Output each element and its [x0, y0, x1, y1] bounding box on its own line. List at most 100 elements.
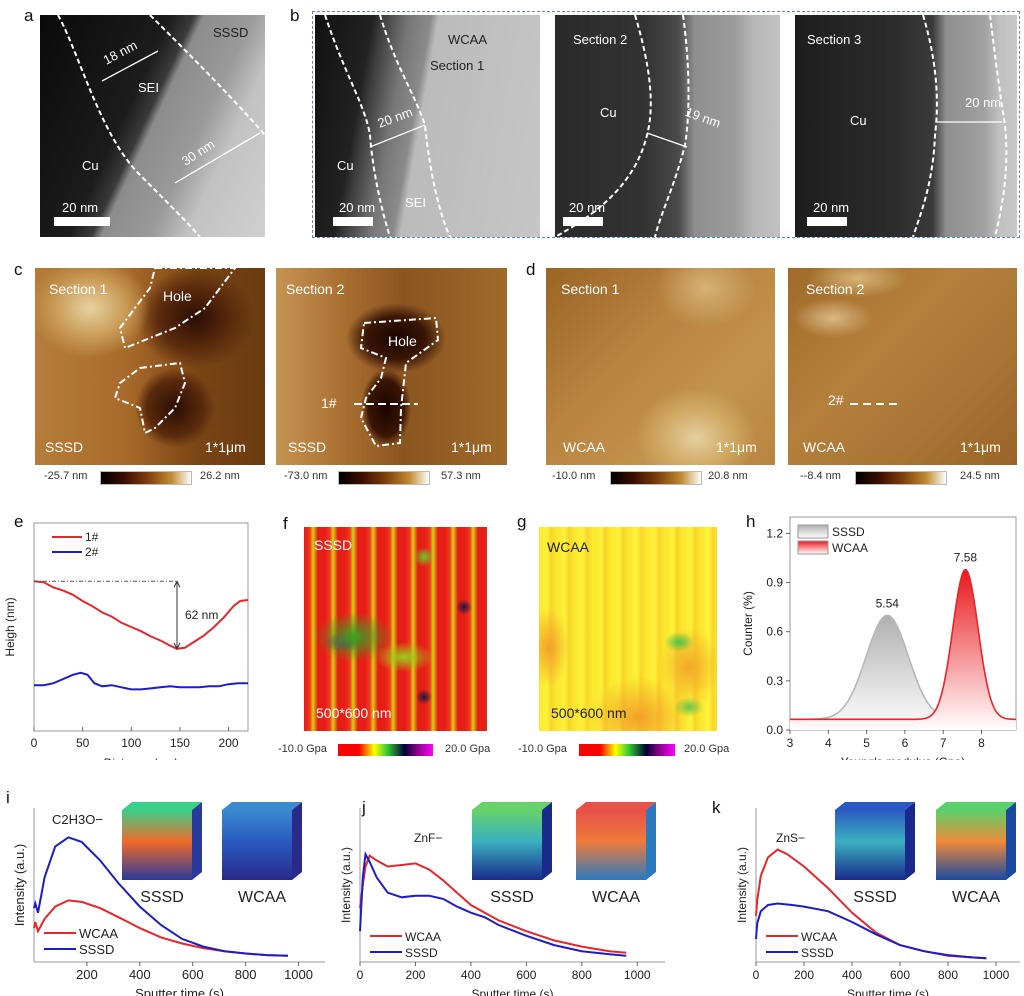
- x-tick-label: 200: [76, 967, 98, 982]
- x-tick-label: 800: [572, 968, 592, 982]
- y-tick-label: 0.3: [766, 674, 783, 688]
- x-tick-label: 800: [938, 968, 958, 982]
- x-axis-label: Sputter time (s): [847, 987, 929, 996]
- colorbar: [338, 744, 433, 756]
- scale-bar: [333, 217, 373, 226]
- legend-swatch: [797, 540, 829, 555]
- afm-map-sssd-section-2: Section 2 Hole 1# SSSD 1*1μm: [276, 268, 507, 465]
- legend-label: WCAA: [405, 930, 441, 944]
- y-axis-label: Intensity (a.u.): [735, 847, 749, 923]
- inset-label: WCAA: [592, 889, 640, 906]
- x-tick-label: 200: [794, 968, 814, 982]
- cu-label: Cu: [337, 158, 354, 173]
- cube-top: [835, 802, 915, 810]
- panel-label-e: e: [14, 512, 24, 531]
- panel-label-g: g: [517, 512, 527, 531]
- y-tick-label: 1.2: [766, 526, 783, 540]
- x-tick-label: 600: [182, 967, 204, 982]
- colorbar-max: 57.3 nm: [441, 470, 481, 482]
- colorbar-max: 20.8 nm: [708, 470, 748, 482]
- scale-bar-label: 20 nm: [339, 200, 376, 215]
- sample-label: SSSD: [314, 537, 353, 553]
- panel-label-d: d: [526, 260, 536, 279]
- y-axis-label: Heigh (nm): [3, 597, 17, 656]
- scale-bar: [563, 217, 603, 226]
- chart-h: 0.0 0.3 0.6 0.9 1.2 3 4 5 6 7 8 Young's modulus (Gp…: [741, 516, 1017, 760]
- legend-label: 1#: [85, 530, 99, 544]
- series-line-WCAA: [790, 568, 1016, 721]
- chart-k: 0 200 400 600 800 1000 Sputter time (s) Intensi…: [735, 802, 1020, 996]
- chart-j: 0 200 400 600 800 1000 Sputter time (s) Intensi…: [340, 802, 665, 996]
- x-tick-label: 50: [76, 736, 90, 750]
- cube-front: [222, 810, 292, 880]
- section-label: Section 3: [807, 32, 862, 47]
- size-label: 500*600 nm: [316, 705, 392, 721]
- sei-label: SEI: [405, 195, 426, 210]
- cube-side: [646, 802, 656, 880]
- x-tick-label: 600: [516, 968, 536, 982]
- section-label: Section 1: [561, 281, 620, 297]
- legend-swatch: [797, 524, 829, 539]
- tem-image-wcaa-section-1: WCAA Section 1 20 nm Cu SEI 20 nm: [315, 15, 540, 237]
- annotation-label: 62 nm: [185, 608, 218, 622]
- cube-front: [936, 810, 1006, 880]
- x-tick-label: 100: [121, 736, 141, 750]
- panel-label-c: c: [14, 260, 23, 279]
- x-tick-label: 200: [219, 736, 239, 750]
- x-tick-label: 400: [842, 968, 862, 982]
- cube-front: [576, 810, 646, 880]
- peak-label: 5.54: [876, 596, 900, 610]
- cube-top: [472, 802, 552, 810]
- species-label: ZnF−: [414, 831, 442, 845]
- cube-top: [936, 802, 1016, 810]
- tem-image-sssd: 18 nm 30 nm SEI SSSD Cu 20 nm: [40, 15, 265, 237]
- afm-map-wcaa-section-1: Section 1 WCAA 1*1μm: [546, 268, 775, 465]
- sample-label: WCAA: [803, 439, 845, 455]
- inset-label: SSSD: [490, 889, 534, 906]
- colorbar: [610, 471, 702, 485]
- x-tick-label: 800: [235, 967, 257, 982]
- x-axis-label: Distance (nm): [104, 756, 179, 760]
- size-label: 1*1μm: [716, 439, 757, 455]
- x-tick-label: 1000: [624, 968, 651, 982]
- panel-label-a: a: [24, 6, 34, 25]
- cube-side: [192, 802, 202, 880]
- colorbar-min: -10.0 Gpa: [518, 743, 567, 755]
- cube-side: [292, 802, 302, 880]
- modulus-map-wcaa: WCAA 500*600 nm: [539, 527, 717, 731]
- sample-label: WCAA: [563, 439, 605, 455]
- panel-label-i: i: [6, 788, 10, 807]
- x-tick-label: 0: [753, 968, 760, 982]
- scale-bar-label: 20 nm: [569, 200, 606, 215]
- section-label: Section 2: [806, 281, 865, 297]
- thickness-label: 20 nm: [965, 95, 1002, 110]
- legend-label: SSSD: [832, 525, 865, 539]
- x-tick-label: 8: [978, 736, 985, 750]
- arrow-head: [173, 642, 181, 650]
- y-axis-label: Intensity (a.u.): [12, 844, 27, 926]
- cube-side: [905, 802, 915, 880]
- sample-label: SSSD: [288, 439, 327, 455]
- series-line-1#: [33, 580, 249, 650]
- series-line-SSSD: [359, 850, 627, 957]
- inset-label: SSSD: [853, 889, 897, 906]
- plot-frame: [33, 522, 249, 732]
- cube-top: [576, 802, 656, 810]
- colorbar-max: 20.0 Gpa: [684, 743, 730, 755]
- size-label: 1*1μm: [960, 439, 1001, 455]
- section-label: Section 1: [49, 281, 108, 297]
- colorbar: [338, 471, 430, 485]
- inset-label: WCAA: [238, 889, 286, 906]
- line-label: 2#: [828, 392, 844, 408]
- x-axis-label: Sputter time (s): [135, 986, 224, 996]
- modulus-map-sssd: SSSD 500*600 nm: [304, 527, 487, 731]
- size-label: 1*1μm: [205, 439, 246, 455]
- hole-label: Hole: [163, 288, 192, 304]
- inset-label: SSSD: [140, 889, 184, 906]
- colorbar-min: -10.0 nm: [552, 470, 596, 482]
- colorbar-max: 20.0 Gpa: [445, 743, 491, 755]
- legend-label: SSSD: [79, 942, 114, 957]
- x-tick-label: 1000: [983, 968, 1010, 982]
- scale-bar-label: 20 nm: [62, 200, 99, 215]
- x-tick-label: 4: [825, 736, 832, 750]
